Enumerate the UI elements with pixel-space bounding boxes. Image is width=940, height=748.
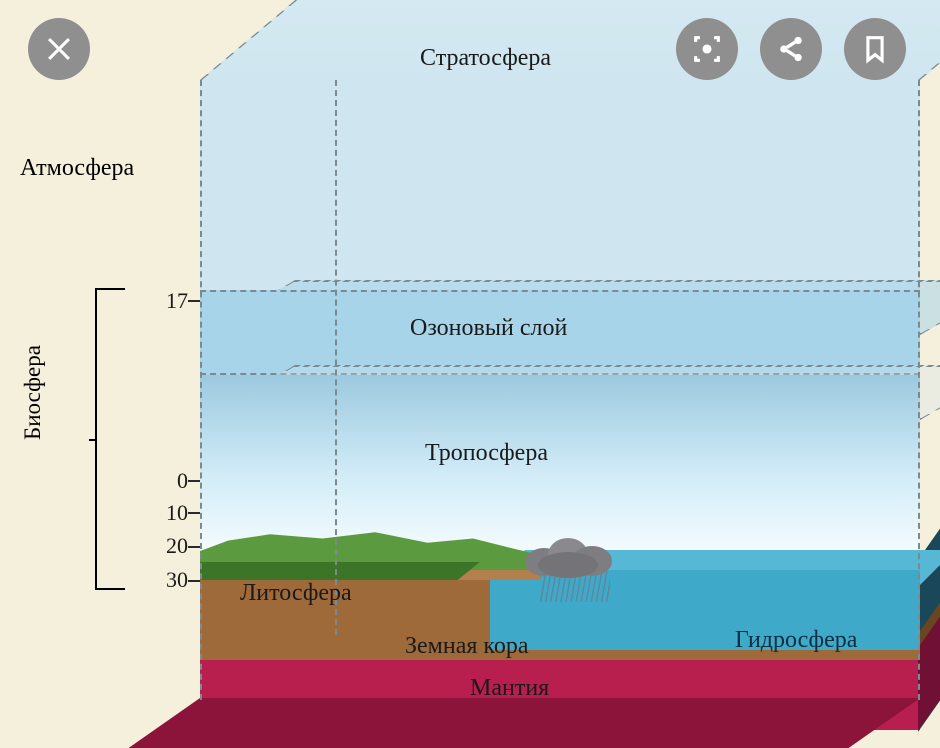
tick-mark [188,300,200,302]
axis-tick-17: 17 [128,288,188,314]
tick-mark [188,512,200,514]
lens-button[interactable] [676,18,738,80]
atmosphere-label: Атмосфера [20,155,134,182]
biosphere-label: Биосфера [20,345,46,440]
mantle-3d-bottom [129,698,920,748]
biosphere-bracket [95,288,125,590]
tick-mark [188,546,200,548]
tick-mark [188,580,200,582]
share-icon [774,32,808,66]
axis-tick-20: 20 [128,533,188,559]
lens-icon [690,32,724,66]
axis-tick-30: 30 [128,567,188,593]
bookmark-icon [858,32,892,66]
axis-tick-0: 0 [128,468,188,494]
earth-spheres-diagram: Стратосфера Озоновый слой Тропосфера Лит… [200,0,920,700]
front-dashed-outline [200,80,920,700]
close-icon [42,32,76,66]
close-button[interactable] [28,18,90,80]
left-annotations: Атмосфера Биосфера 17 0 10 20 30 [0,0,200,715]
cuboid-top-face [200,0,940,80]
tick-mark [188,480,200,482]
bookmark-button[interactable] [844,18,906,80]
axis-tick-10: 10 [128,500,188,526]
stratosphere-label: Стратосфера [420,45,551,72]
share-button[interactable] [760,18,822,80]
